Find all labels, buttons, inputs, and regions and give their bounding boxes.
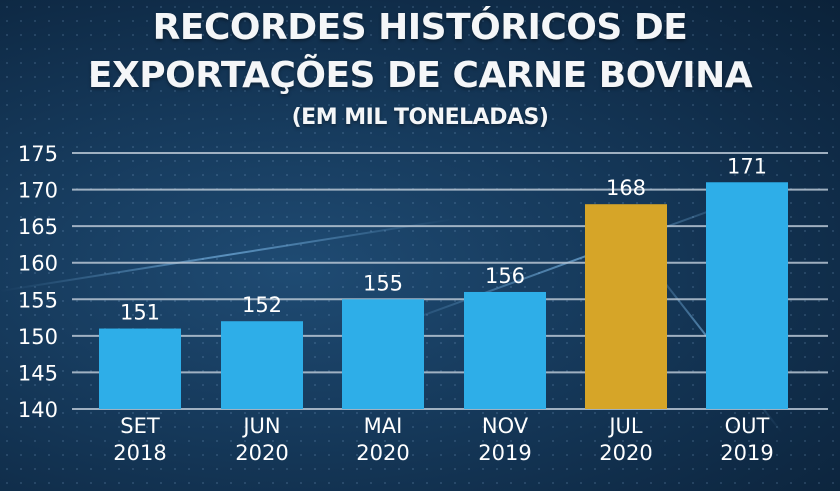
x-tick-label-year: 2018: [113, 441, 166, 465]
data-label: 171: [727, 154, 767, 178]
bar: [464, 291, 546, 409]
bar: [342, 299, 424, 409]
chart-subtitle: (EM MIL TONELADAS): [291, 105, 549, 130]
bar: [99, 328, 181, 409]
chart-title-line2: EXPORTAÇÕES DE CARNE BOVINA: [87, 55, 753, 96]
data-label: 151: [120, 301, 160, 325]
data-label: 168: [606, 176, 646, 200]
bar: [221, 321, 303, 409]
x-tick-label-month: MAI: [364, 414, 403, 438]
y-tick-label: 150: [18, 325, 58, 349]
y-tick-label: 140: [18, 398, 58, 422]
x-tick-label-month: JUL: [607, 414, 643, 438]
x-tick-label-month: NOV: [482, 414, 529, 438]
bar: [706, 182, 788, 409]
y-tick-label: 145: [18, 361, 58, 385]
data-label: 152: [242, 293, 282, 317]
y-tick-label: 170: [18, 179, 58, 203]
data-label: 155: [363, 271, 403, 295]
x-tick-label-year: 2019: [720, 441, 773, 465]
x-tick-label-month: OUT: [725, 414, 770, 438]
x-tick-label-month: SET: [120, 414, 160, 438]
x-tick-label-month: JUN: [241, 414, 280, 438]
data-label: 156: [485, 264, 525, 288]
y-tick-label: 175: [18, 142, 58, 166]
x-tick-label-year: 2020: [356, 441, 409, 465]
bar: [585, 204, 667, 409]
x-tick-label-year: 2020: [235, 441, 288, 465]
chart-title-line1: RECORDES HISTÓRICOS DE: [152, 7, 688, 48]
y-tick-label: 155: [18, 288, 58, 312]
x-tick-label-year: 2020: [599, 441, 652, 465]
x-tick-label-year: 2019: [478, 441, 531, 465]
y-tick-label: 165: [18, 215, 58, 239]
y-tick-label: 160: [18, 252, 58, 276]
